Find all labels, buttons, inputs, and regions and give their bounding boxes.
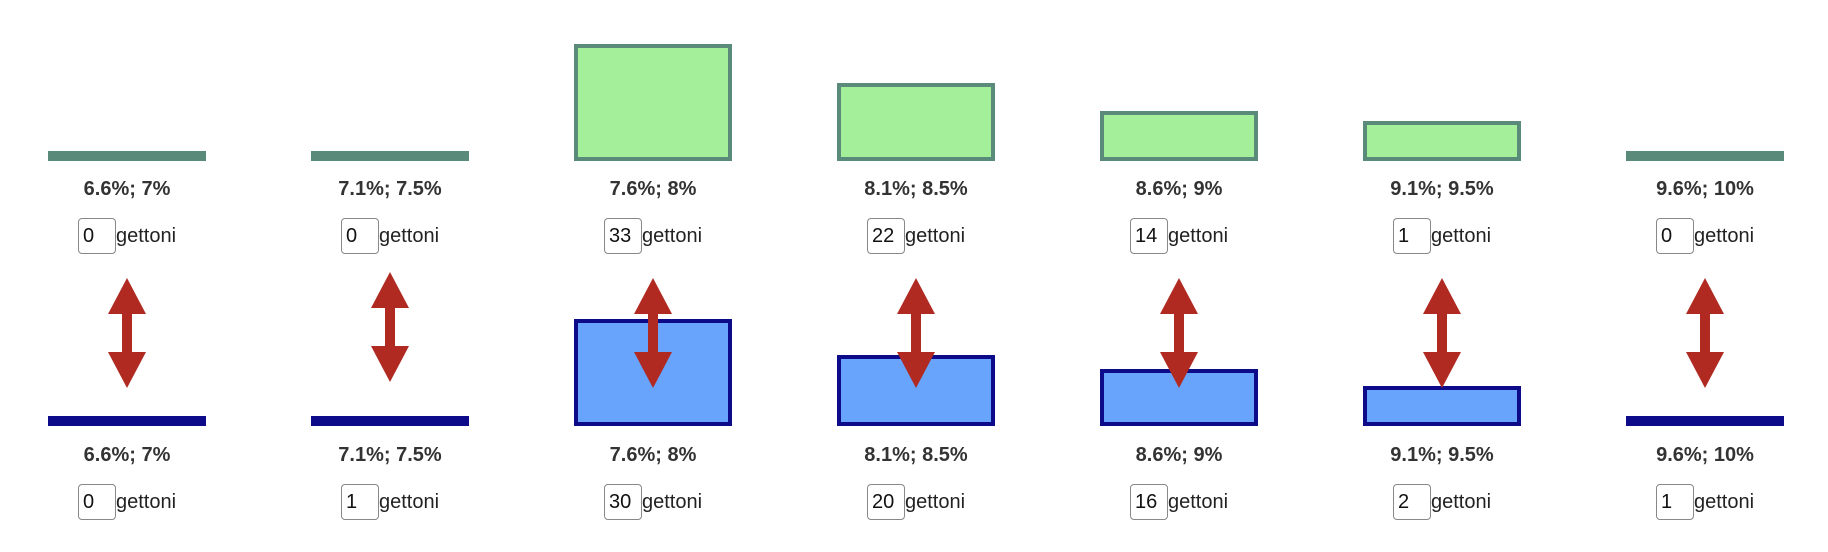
top-token-entry: gettoni (837, 218, 995, 254)
top-token-unit-label: gettoni (904, 224, 966, 247)
double-arrow-icon[interactable] (108, 278, 146, 388)
top-token-input[interactable] (1129, 218, 1168, 254)
top-token-unit-label: gettoni (641, 224, 703, 247)
top-token-input[interactable] (603, 218, 642, 254)
bottom-token-unit-label: gettoni (378, 490, 440, 513)
double-arrow-icon[interactable] (1160, 278, 1198, 388)
top-histogram-bar (1100, 111, 1258, 161)
bottom-token-input[interactable] (1129, 484, 1168, 520)
top-token-unit-label: gettoni (115, 224, 177, 247)
bottom-histogram-bar (1363, 386, 1521, 426)
top-token-unit-label: gettoni (1693, 224, 1755, 247)
bottom-token-input[interactable] (340, 484, 379, 520)
top-token-entry: gettoni (1100, 218, 1258, 254)
double-arrow-icon[interactable] (897, 278, 935, 388)
bottom-token-entry: gettoni (311, 484, 469, 520)
bottom-token-input[interactable] (77, 484, 116, 520)
bottom-histogram-bar (311, 416, 469, 426)
range-column: 8.1%; 8.5% gettoni 8.1%; 8.5% gettoni (837, 0, 995, 552)
bottom-histogram-bar (1626, 416, 1784, 426)
top-range-label: 6.6%; 7% (83, 178, 171, 200)
top-histogram-bar (837, 82, 995, 161)
bottom-token-unit-label: gettoni (641, 490, 703, 513)
top-token-unit-label: gettoni (1430, 224, 1492, 247)
top-range-label: 8.1%; 8.5% (864, 178, 968, 200)
double-arrow-icon[interactable] (371, 272, 409, 382)
bottom-token-input[interactable] (1655, 484, 1694, 520)
top-token-entry: gettoni (311, 218, 469, 254)
bottom-token-entry: gettoni (1363, 484, 1521, 520)
top-token-unit-label: gettoni (378, 224, 440, 247)
bottom-token-entry: gettoni (1626, 484, 1784, 520)
bottom-range-label: 7.6%; 8% (609, 444, 697, 466)
top-range-label: 7.1%; 7.5% (338, 178, 442, 200)
bottom-histogram-bar (48, 416, 206, 426)
bottom-token-entry: gettoni (574, 484, 732, 520)
bottom-token-input[interactable] (603, 484, 642, 520)
bottom-token-input[interactable] (866, 484, 905, 520)
bottom-range-label: 6.6%; 7% (83, 444, 171, 466)
top-range-label: 9.6%; 10% (1656, 178, 1754, 200)
top-histogram-bar (1626, 151, 1784, 161)
bottom-range-label: 9.6%; 10% (1656, 444, 1754, 466)
top-histogram-bar (1363, 121, 1521, 161)
top-token-input[interactable] (1655, 218, 1694, 254)
top-histogram-bar (48, 151, 206, 161)
top-token-entry: gettoni (1626, 218, 1784, 254)
bottom-range-label: 9.1%; 9.5% (1390, 444, 1494, 466)
double-arrow-icon[interactable] (1686, 278, 1724, 388)
top-token-entry: gettoni (574, 218, 732, 254)
top-token-entry: gettoni (48, 218, 206, 254)
top-token-input[interactable] (77, 218, 116, 254)
bottom-range-label: 7.1%; 7.5% (338, 444, 442, 466)
top-range-label: 9.1%; 9.5% (1390, 178, 1494, 200)
range-column: 8.6%; 9% gettoni 8.6%; 9% gettoni (1100, 0, 1258, 552)
bottom-token-unit-label: gettoni (904, 490, 966, 513)
bottom-token-entry: gettoni (837, 484, 995, 520)
range-column: 6.6%; 7% gettoni 6.6%; 7% gettoni (48, 0, 206, 552)
top-token-input[interactable] (1392, 218, 1431, 254)
top-histogram-bar (574, 43, 732, 161)
top-token-input[interactable] (866, 218, 905, 254)
double-arrow-icon[interactable] (1423, 278, 1461, 388)
bottom-token-unit-label: gettoni (1430, 490, 1492, 513)
top-token-unit-label: gettoni (1167, 224, 1229, 247)
bottom-token-input[interactable] (1392, 484, 1431, 520)
range-column: 7.1%; 7.5% gettoni 7.1%; 7.5% gettoni (311, 0, 469, 552)
bottom-token-entry: gettoni (1100, 484, 1258, 520)
bottom-range-label: 8.1%; 8.5% (864, 444, 968, 466)
bottom-token-entry: gettoni (48, 484, 206, 520)
range-column: 7.6%; 8% gettoni 7.6%; 8% gettoni (574, 0, 732, 552)
top-range-label: 8.6%; 9% (1135, 178, 1223, 200)
range-column: 9.1%; 9.5% gettoni 9.1%; 9.5% gettoni (1363, 0, 1521, 552)
bottom-token-unit-label: gettoni (115, 490, 177, 513)
top-range-label: 7.6%; 8% (609, 178, 697, 200)
bottom-token-unit-label: gettoni (1167, 490, 1229, 513)
bottom-token-unit-label: gettoni (1693, 490, 1755, 513)
bottom-range-label: 8.6%; 9% (1135, 444, 1223, 466)
top-token-input[interactable] (340, 218, 379, 254)
top-histogram-bar (311, 151, 469, 161)
range-column: 9.6%; 10% gettoni 9.6%; 10% gettoni (1626, 0, 1784, 552)
top-token-entry: gettoni (1363, 218, 1521, 254)
double-arrow-icon[interactable] (634, 278, 672, 388)
